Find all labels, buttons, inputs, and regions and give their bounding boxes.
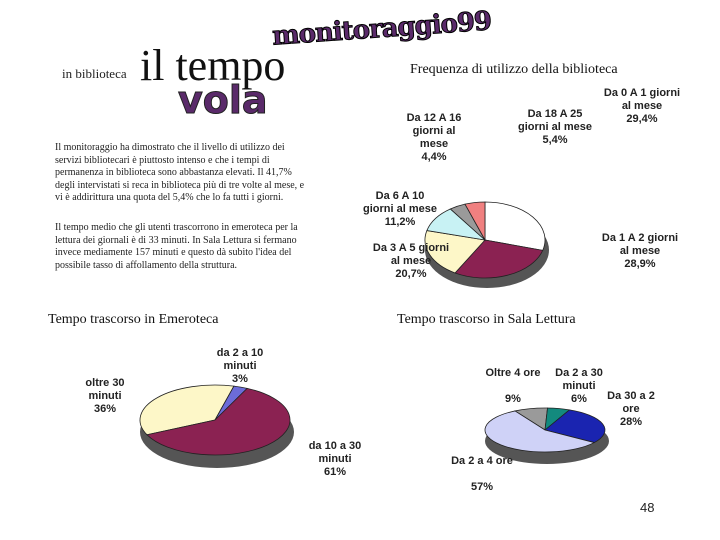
slice-value: 5,4% <box>542 134 568 146</box>
slice-label: Da 18 A 25 giorni al mese <box>518 108 592 133</box>
pie-slice <box>424 230 486 274</box>
slice-value: 28,9% <box>624 258 656 270</box>
kicker: in biblioteca <box>62 66 127 81</box>
pie-slice <box>484 410 596 453</box>
slice-value: 9% <box>505 393 521 405</box>
slice-value: 36% <box>93 403 117 415</box>
title: il tempo <box>140 41 286 90</box>
slice-label: Da 12 A 16 giorni al mese <box>406 112 462 150</box>
slice-label: Da 6 A 10 giorni al mese <box>363 190 437 215</box>
slice-value: 61% <box>323 466 347 478</box>
slice-label: Da 3 A 5 giorni al mese <box>372 242 450 267</box>
pie-slice <box>139 384 235 436</box>
pie-slice <box>146 387 291 456</box>
paragraph: Il monitoraggio ha dimostrato che il liv… <box>55 142 305 203</box>
pie-slice <box>544 409 606 443</box>
pie-slice <box>464 201 486 242</box>
pie-slice <box>454 239 544 279</box>
slice-value: 3% <box>232 373 248 385</box>
chart-title: Tempo trascorso in Emeroteca <box>48 312 219 327</box>
slice-label: oltre 30 minuti <box>85 377 125 402</box>
slice-label: Da 2 a 4 ore <box>451 455 513 467</box>
slice-value: 28% <box>619 416 643 428</box>
chart-title: Tempo trascorso in Sala Lettura <box>397 312 576 327</box>
page-number: 48 <box>640 500 655 515</box>
slice-value: 57% <box>470 481 494 493</box>
slice-label: Oltre 4 ore <box>485 367 541 379</box>
slice-label: Da 30 a 2 ore <box>607 390 655 415</box>
title-accent: vola <box>178 78 269 123</box>
slice-value: 11,2% <box>384 216 416 228</box>
slice-label: Da 0 A 1 giorni al mese <box>603 87 681 112</box>
slice-label: da 10 a 30 minuti <box>308 440 362 465</box>
slice-label: Da 1 A 2 giorni al mese <box>601 232 679 257</box>
slice-label: Da 2 a 30 minuti <box>555 367 603 392</box>
slice-value: 6% <box>571 393 587 405</box>
slice-value: 20,7% <box>395 268 427 280</box>
slice-value: 4,4% <box>421 151 447 163</box>
paragraph: Il tempo medio che gli utenti trascorron… <box>55 222 298 271</box>
chart-title: Frequenza di utilizzo della biblioteca <box>410 62 618 77</box>
slice-value: 29,4% <box>626 113 658 125</box>
slice-label: da 2 a 10 minuti <box>216 347 264 372</box>
pie-slice <box>484 201 546 251</box>
